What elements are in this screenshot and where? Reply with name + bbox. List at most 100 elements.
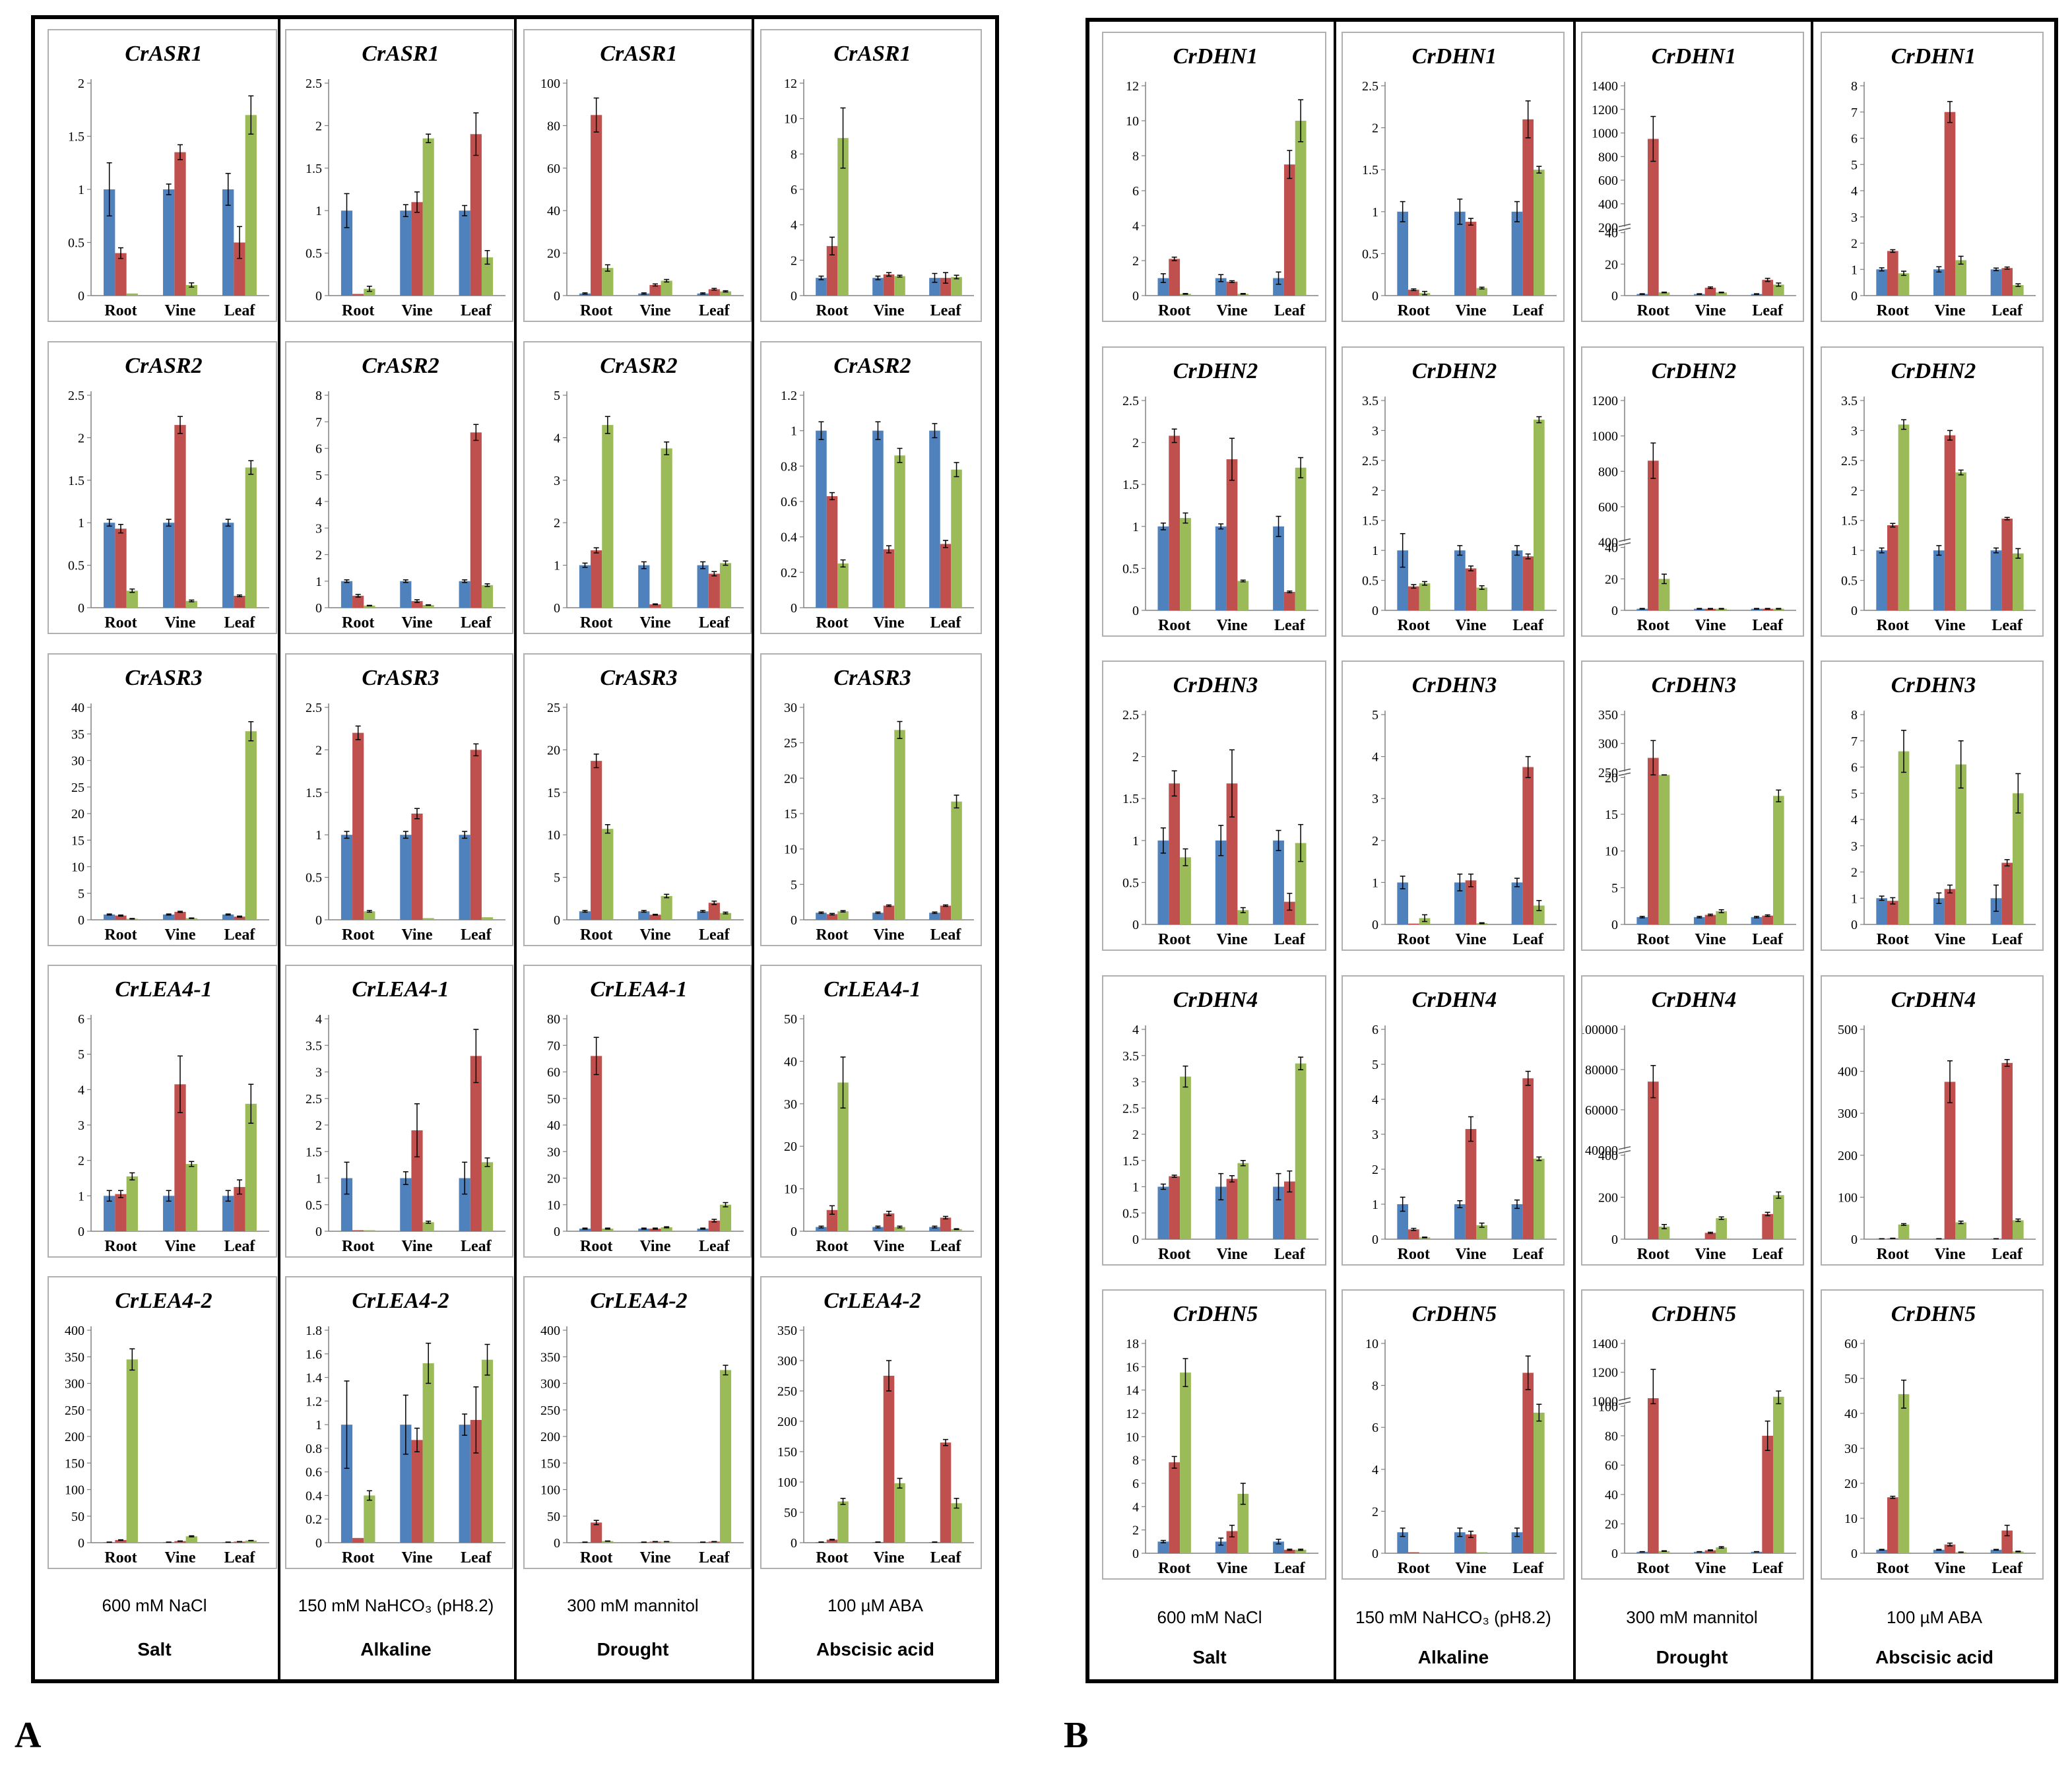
- green-bar: [1658, 1226, 1670, 1239]
- chart-crasr1: CrASR1 0 0.5 1 1.5 2 Root Vine Leaf: [48, 29, 277, 322]
- y-tick-label: 3.5: [306, 1039, 322, 1053]
- blue-bar: [1990, 1549, 2002, 1553]
- y-tick-label: 1: [1851, 544, 1858, 558]
- blue-bar: [1876, 550, 1887, 610]
- x-category-label: Leaf: [1991, 617, 2023, 634]
- blue-bar: [816, 1227, 827, 1231]
- x-category-label: Root: [1158, 302, 1190, 319]
- x-category-label: Vine: [639, 1238, 670, 1255]
- treatment-label: 100 µM ABA: [827, 1595, 924, 1615]
- y-tick-label: 0: [1611, 1233, 1618, 1247]
- x-category-label: Root: [816, 926, 848, 944]
- x-category-label: Vine: [1695, 931, 1726, 948]
- blue-bar: [1273, 526, 1284, 610]
- green-bar: [951, 1503, 962, 1543]
- bar-chart-svg: CrDHN5 0 2 4 6 8 10 Root Vine Leaf: [1365, 1302, 1557, 1577]
- y-tick-label: 250: [1598, 765, 1618, 780]
- x-category-label: Vine: [1934, 1560, 1965, 1577]
- blue-bar: [1397, 1204, 1408, 1239]
- y-tick-label: 1.8: [306, 1324, 322, 1338]
- y-tick-label: 100000: [1582, 1023, 1618, 1037]
- y-tick-label: 2: [1851, 866, 1858, 880]
- blue-bar: [104, 189, 115, 296]
- chart-crlea4-1: CrLEA4-1 0 1 2 3 4 5 6 Root Vine Leaf: [48, 965, 277, 1258]
- bar-chart-svg: CrDHN4 0 1 2 3 4 5 6 Root Vine Leaf: [1372, 988, 1557, 1263]
- y-tick-label: 30: [547, 1145, 560, 1159]
- y-tick-label: 6: [1851, 761, 1858, 775]
- bar-chart-svg: CrDHN5 0 10 20 30 40 50 60 Root Vine Leaf: [1844, 1302, 2036, 1577]
- green-bar: [2013, 553, 2024, 610]
- x-category-label: Root: [342, 926, 374, 944]
- blue-bar: [1397, 882, 1408, 924]
- y-tick-label: 0.5: [1362, 247, 1378, 261]
- y-tick-label: 0: [554, 1225, 560, 1239]
- y-tick-label: 0: [1372, 604, 1378, 618]
- y-tick-label: 40: [1844, 1407, 1858, 1421]
- chart-crdhn1: CrDHN1 0 20 40 200 400 600 800 1000 1200 1400 Root V…: [1581, 32, 1804, 322]
- green-bar: [364, 1495, 375, 1543]
- green-bar: [951, 469, 962, 608]
- blue-bar: [697, 565, 709, 608]
- chart-crdhn2: CrDHN2 0 0.5 1 1.5 2 2.5 3 3.5 Root Vine Leaf: [1342, 346, 1565, 637]
- blue-bar: [1397, 1532, 1408, 1553]
- red-bar: [115, 1539, 127, 1543]
- blue-bar: [697, 1228, 709, 1231]
- x-category-label: Root: [1637, 617, 1669, 634]
- red-bar: [470, 1056, 482, 1231]
- blue-bar: [1636, 1551, 1648, 1553]
- green-bar: [1295, 843, 1307, 924]
- blue-bar: [1273, 1541, 1284, 1553]
- y-tick-label: 1: [1851, 263, 1858, 277]
- y-tick-label: 0: [1851, 1233, 1858, 1247]
- y-tick-label: 10: [71, 860, 84, 875]
- x-category-label: Root: [816, 1549, 848, 1566]
- blue-bar: [1215, 278, 1227, 296]
- green-bar: [719, 1204, 732, 1231]
- y-tick-label: 2.5: [1362, 79, 1378, 94]
- red-bar: [1887, 251, 1898, 296]
- blue-bar: [459, 1425, 470, 1543]
- red-bar: [1887, 901, 1898, 924]
- green-bar: [1237, 1163, 1249, 1239]
- x-category-label: Root: [1877, 1560, 1909, 1577]
- green-bar: [422, 918, 434, 920]
- red-bar: [2001, 518, 2013, 610]
- red-bar: [234, 1186, 245, 1231]
- green-bar: [1955, 1222, 1966, 1239]
- blue-bar: [340, 1425, 353, 1543]
- x-category-label: Vine: [639, 1549, 670, 1566]
- y-tick-label: 7: [1851, 734, 1858, 749]
- y-tick-label: 10: [1605, 845, 1618, 859]
- red-bar: [1887, 1497, 1898, 1553]
- green-bar: [661, 448, 672, 608]
- red-bar: [1944, 435, 1956, 610]
- y-tick-label: 20: [784, 771, 797, 786]
- y-tick-label: 0: [1851, 604, 1858, 618]
- blue-bar: [104, 1196, 115, 1231]
- red-bar: [1762, 915, 1773, 924]
- y-tick-label: 2: [1372, 834, 1378, 849]
- y-tick-label: 80: [547, 119, 560, 133]
- y-tick-label: 1: [1851, 891, 1858, 906]
- chart-title: CrDHN2: [1412, 359, 1497, 383]
- y-tick-label: 5: [1611, 881, 1618, 895]
- chart-title: CrLEA4-1: [824, 977, 921, 1002]
- y-tick-label: 2: [791, 253, 797, 268]
- y-tick-label: 1200: [1592, 1366, 1618, 1380]
- green-bar: [1658, 579, 1670, 610]
- y-tick-label: 6: [1132, 1477, 1139, 1491]
- red-bar: [649, 284, 661, 296]
- blue-bar: [1751, 1239, 1763, 1240]
- axis-break-mark: [1618, 772, 1631, 777]
- green-bar: [245, 467, 257, 608]
- red-bar: [174, 425, 186, 608]
- blue-bar: [1454, 1204, 1466, 1239]
- x-category-label: Root: [1158, 931, 1190, 948]
- green-bar: [185, 918, 197, 920]
- y-tick-label: 0: [791, 289, 797, 304]
- red-bar: [649, 604, 661, 608]
- red-bar: [1226, 1531, 1238, 1553]
- bar-chart-svg: CrASR1 0 0.5 1 1.5 2 2.5 Root Vine Leaf: [306, 42, 505, 319]
- blue-bar: [929, 913, 940, 920]
